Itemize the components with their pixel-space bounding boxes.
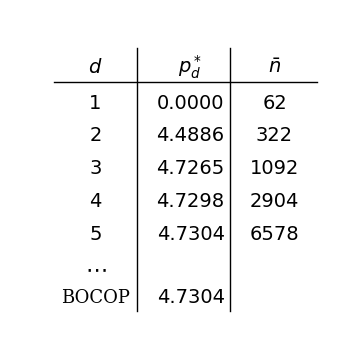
Text: 6578: 6578 — [250, 225, 299, 244]
Text: 4: 4 — [89, 192, 102, 211]
Text: 4.7304: 4.7304 — [157, 288, 225, 307]
Text: 2904: 2904 — [250, 192, 299, 211]
Text: 4.7304: 4.7304 — [157, 225, 225, 244]
Text: 4.4886: 4.4886 — [157, 126, 225, 145]
Text: 322: 322 — [256, 126, 293, 145]
Text: $p_d^*$: $p_d^*$ — [178, 54, 203, 81]
Text: $d$: $d$ — [88, 58, 103, 77]
Text: 4.7265: 4.7265 — [156, 159, 225, 178]
Text: 1092: 1092 — [250, 159, 299, 178]
Text: 5: 5 — [89, 225, 102, 244]
Text: $\cdots$: $\cdots$ — [84, 259, 106, 279]
Text: 62: 62 — [262, 94, 287, 112]
Text: 3: 3 — [89, 159, 102, 178]
Text: $\bar{n}$: $\bar{n}$ — [268, 58, 281, 77]
Text: 2: 2 — [89, 126, 102, 145]
Text: 4.7298: 4.7298 — [157, 192, 225, 211]
Text: BOCOP: BOCOP — [61, 289, 130, 307]
Text: 1: 1 — [89, 94, 102, 112]
Text: 0.0000: 0.0000 — [157, 94, 224, 112]
